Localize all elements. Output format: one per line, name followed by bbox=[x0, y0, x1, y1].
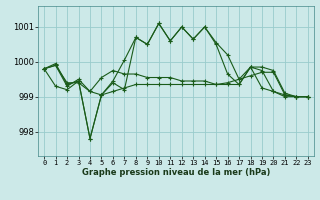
X-axis label: Graphe pression niveau de la mer (hPa): Graphe pression niveau de la mer (hPa) bbox=[82, 168, 270, 177]
